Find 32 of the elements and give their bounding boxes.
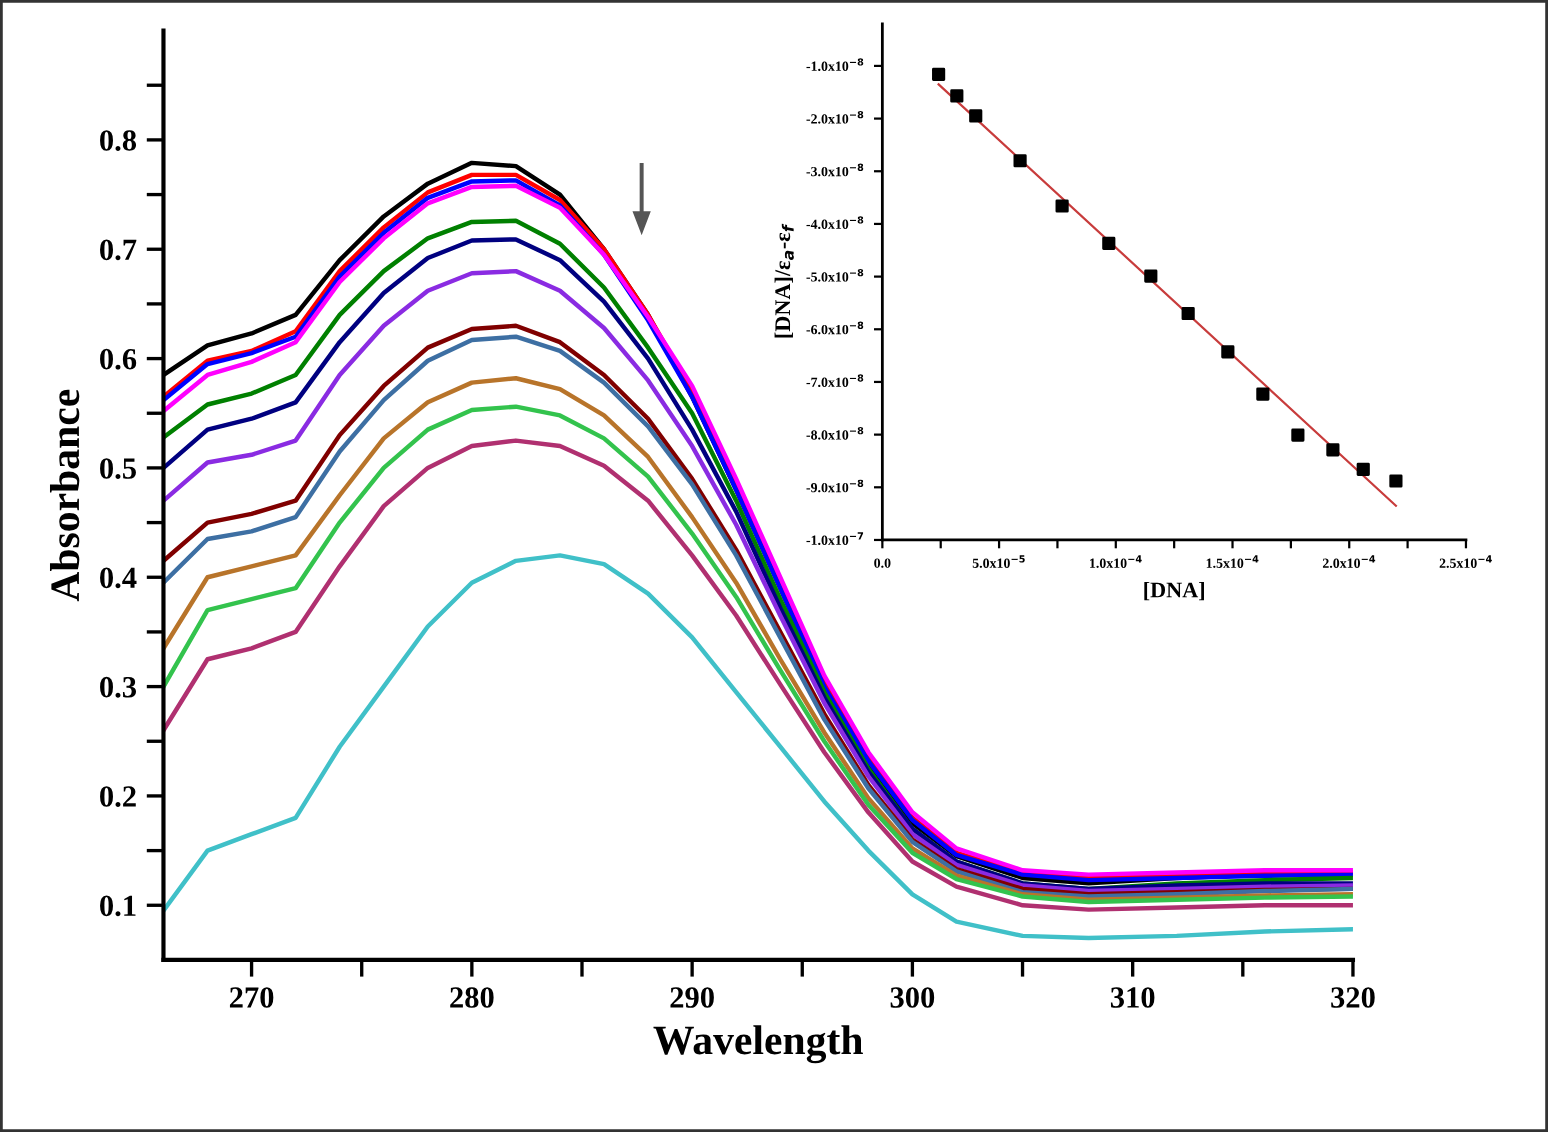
point [969, 109, 983, 123]
point [1256, 387, 1270, 401]
point [1055, 199, 1069, 213]
x-tick-label: 290 [670, 987, 714, 1008]
y-axis-title: Absorbance [49, 389, 80, 602]
y-tick-label: 0.7 [100, 239, 137, 261]
x-axis-title: [DNA] [1144, 581, 1204, 601]
x-tick-label: 280 [450, 987, 494, 1008]
point [1181, 306, 1195, 321]
x-tick-label: 300 [890, 987, 935, 1008]
y-axis-title: [DNA]/ε$_{a}$-ε$_{f}$ [774, 223, 794, 338]
point [1291, 428, 1305, 442]
y-tick-label: 0.2 [100, 786, 136, 807]
point [1356, 462, 1370, 476]
point [1144, 269, 1158, 283]
point [1326, 443, 1340, 457]
point [950, 89, 964, 103]
x-axis-title: Wavelength [653, 1025, 863, 1064]
x-tick-label: 310 [1110, 987, 1155, 1008]
x-tick-label: 320 [1331, 987, 1375, 1008]
y-tick-label: 0.8 [100, 130, 137, 151]
point [1221, 345, 1235, 359]
y-tick-label: 0.6 [100, 348, 137, 370]
y-tick-label: 0.1 [100, 895, 136, 917]
point [1013, 154, 1027, 168]
point [1102, 236, 1116, 250]
point [932, 67, 946, 81]
x-tick-label: 270 [229, 987, 274, 1008]
y-tick-label: 0.5 [100, 458, 136, 479]
y-tick-label: 0.4 [100, 567, 137, 589]
y-tick-label: 0.3 [100, 676, 137, 698]
point [1389, 474, 1403, 488]
